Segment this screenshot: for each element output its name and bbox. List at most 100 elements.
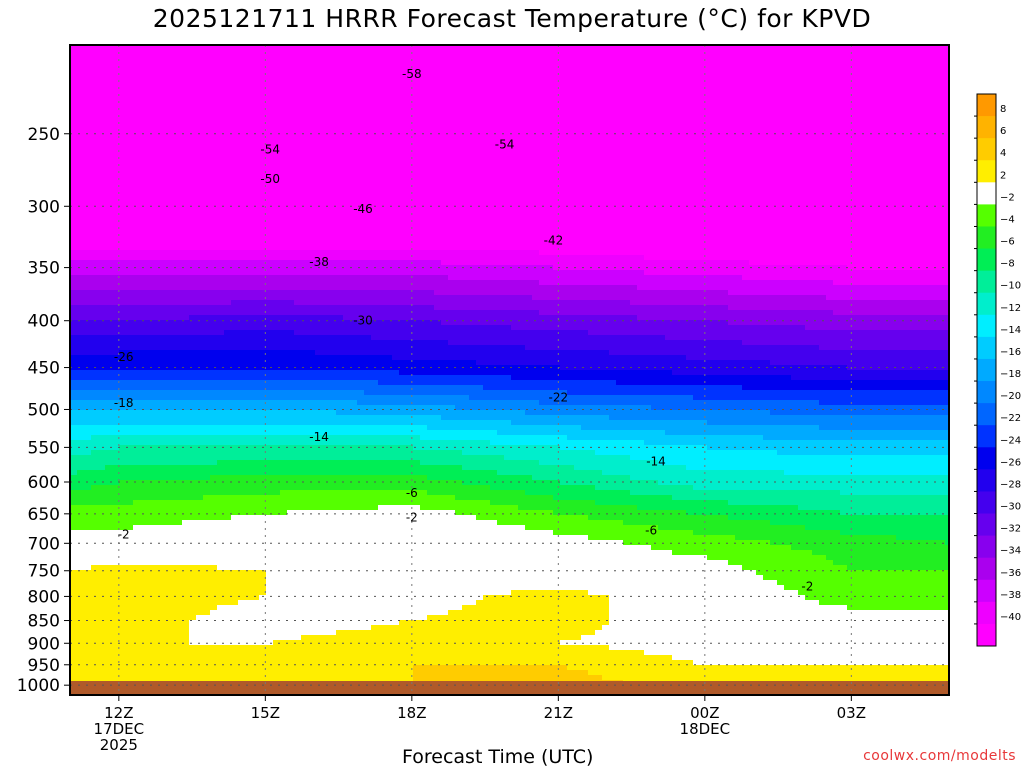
heatmap-cell <box>182 305 190 311</box>
heatmap-cell <box>77 235 85 241</box>
heatmap-cell <box>266 375 274 381</box>
heatmap-cell <box>182 235 190 241</box>
heatmap-cell <box>140 100 148 106</box>
heatmap-cell <box>70 285 78 291</box>
heatmap-cell <box>112 355 120 361</box>
heatmap-cell <box>238 55 246 61</box>
heatmap-cell <box>154 255 162 261</box>
heatmap-cell <box>168 375 176 381</box>
heatmap-cell <box>161 220 169 226</box>
heatmap-cell <box>98 325 106 331</box>
heatmap-cell <box>168 90 176 96</box>
heatmap-cell <box>203 395 211 401</box>
heatmap-cell <box>301 100 309 106</box>
heatmap-cell <box>140 320 148 326</box>
heatmap-cell <box>196 105 204 111</box>
heatmap-cell <box>133 250 141 256</box>
heatmap-cell <box>154 190 162 196</box>
heatmap-cell <box>133 340 141 346</box>
heatmap-cell <box>210 135 218 141</box>
heatmap-cell <box>126 180 134 186</box>
heatmap-cell <box>98 245 106 251</box>
heatmap-cell <box>322 190 330 196</box>
heatmap-cell <box>91 280 99 286</box>
heatmap-cell <box>329 575 337 581</box>
heatmap-cell <box>161 235 169 241</box>
heatmap-cell <box>105 390 113 396</box>
heatmap-cell <box>77 650 85 656</box>
heatmap-cell <box>140 75 148 81</box>
heatmap-cell <box>245 60 253 66</box>
heatmap-cell <box>231 275 239 281</box>
heatmap-cell <box>182 195 190 201</box>
heatmap-cell <box>224 370 232 376</box>
heatmap-cell <box>147 635 155 641</box>
heatmap-cell <box>203 55 211 61</box>
heatmap-cell <box>133 345 141 351</box>
heatmap-cell <box>217 585 225 591</box>
heatmap-cell <box>196 525 204 531</box>
heatmap-cell <box>280 245 288 251</box>
heatmap-cell <box>308 115 316 121</box>
heatmap-cell <box>301 470 309 476</box>
heatmap-cell <box>294 130 302 136</box>
heatmap-cell <box>154 210 162 216</box>
heatmap-cell <box>168 235 176 241</box>
heatmap-cell <box>238 515 246 521</box>
heatmap-cell <box>266 580 274 586</box>
heatmap-cell <box>238 235 246 241</box>
heatmap-cell <box>217 570 225 576</box>
heatmap-cell <box>224 55 232 61</box>
heatmap-cell <box>133 420 141 426</box>
heatmap-cell <box>133 505 141 511</box>
heatmap-cell <box>308 165 316 171</box>
heatmap-cell <box>322 85 330 91</box>
heatmap-cell <box>203 600 211 606</box>
heatmap-cell <box>252 80 260 86</box>
heatmap-cell <box>287 230 295 236</box>
heatmap-cell <box>91 120 99 126</box>
heatmap-cell <box>168 70 176 76</box>
heatmap-cell <box>119 395 127 401</box>
heatmap-cell <box>98 280 106 286</box>
heatmap-cell <box>245 575 253 581</box>
heatmap-cell <box>126 630 134 636</box>
heatmap-cell <box>273 655 281 661</box>
heatmap-cell <box>231 230 239 236</box>
heatmap-cell <box>329 585 337 591</box>
heatmap-cell <box>266 355 274 361</box>
heatmap-cell <box>126 580 134 586</box>
heatmap-cell <box>217 215 225 221</box>
heatmap-cell <box>273 345 281 351</box>
heatmap-cell <box>210 70 218 76</box>
heatmap-cell <box>182 90 190 96</box>
heatmap-cell <box>287 480 295 486</box>
heatmap-cell <box>140 440 148 446</box>
heatmap-cell <box>168 300 176 306</box>
heatmap-cell <box>245 475 253 481</box>
heatmap-cell <box>224 570 232 576</box>
heatmap-cell <box>238 245 246 251</box>
heatmap-cell <box>119 60 127 66</box>
heatmap-cell <box>210 345 218 351</box>
heatmap-cell <box>175 545 183 551</box>
heatmap-cell <box>182 190 190 196</box>
heatmap-cell <box>287 345 295 351</box>
heatmap-cell <box>70 370 78 376</box>
heatmap-cell <box>91 605 99 611</box>
heatmap-cell <box>259 355 267 361</box>
heatmap-cell <box>84 420 92 426</box>
heatmap-cell <box>259 375 267 381</box>
heatmap-cell <box>224 545 232 551</box>
heatmap-cell <box>280 370 288 376</box>
heatmap-cell <box>189 505 197 511</box>
heatmap-cell <box>287 220 295 226</box>
heatmap-cell <box>238 360 246 366</box>
heatmap-cell <box>231 205 239 211</box>
heatmap-cell <box>308 435 316 441</box>
heatmap-cell <box>168 250 176 256</box>
heatmap-cell <box>112 575 120 581</box>
heatmap-cell <box>238 650 246 656</box>
heatmap-cell <box>217 405 225 411</box>
heatmap-cell <box>231 410 239 416</box>
